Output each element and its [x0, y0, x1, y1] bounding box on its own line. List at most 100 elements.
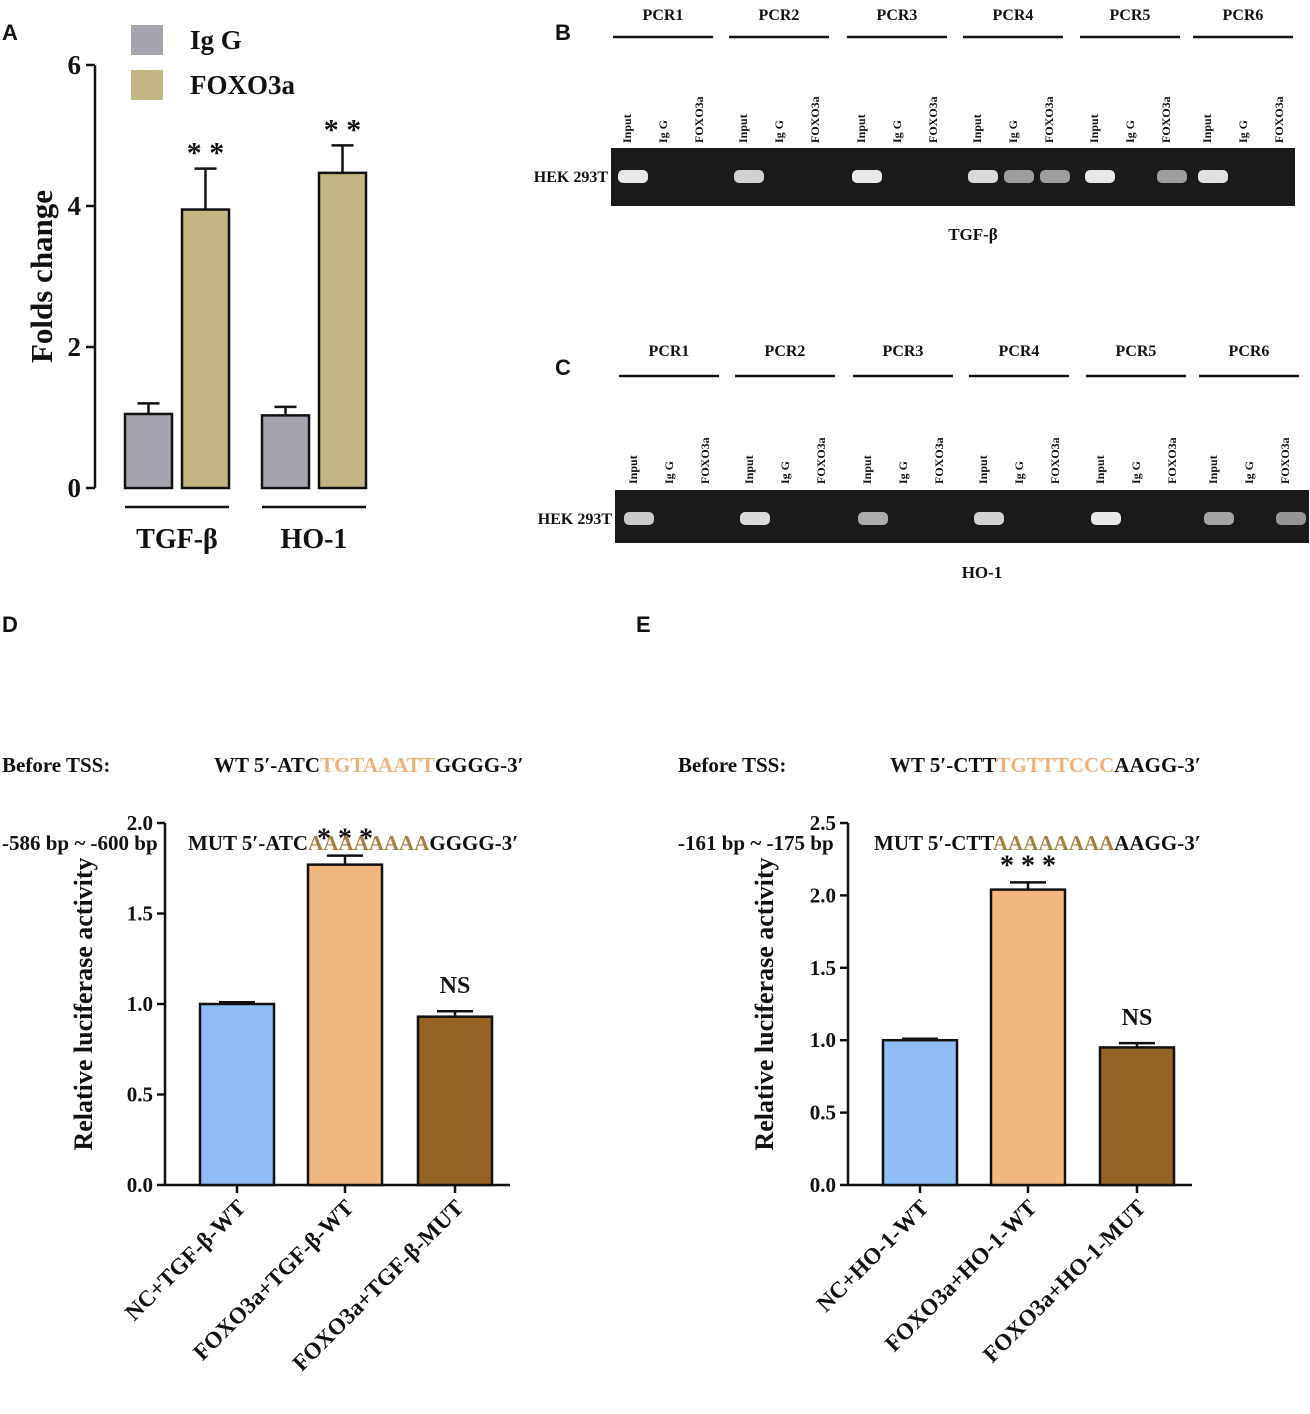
significance-label: NS — [1122, 1005, 1153, 1031]
lane-label: Ig G — [778, 461, 792, 484]
legend-swatch — [131, 70, 163, 100]
lane-label: Ig G — [1236, 120, 1250, 143]
cell-line-label: HEK 293T — [534, 169, 609, 186]
y-tick-label: 1.5 — [127, 902, 153, 926]
mut-sequence: MUT 5′-CTTAAAAAAAAAAGG-3′ — [874, 831, 1201, 855]
gel-band — [1040, 170, 1070, 183]
mut-binding-site: AAAAAAAA — [308, 831, 430, 855]
lane-label: FOXO3a — [698, 437, 712, 484]
lane-label: FOXO3a — [692, 96, 706, 143]
lane-label: Input — [736, 114, 750, 143]
wt-sequence: WT 5′-CTTTGTTTCCCAAGG-3′ — [890, 753, 1201, 777]
lane-label: Ig G — [1129, 461, 1143, 484]
y-tick-label: 6 — [68, 50, 82, 80]
gel-panel-b: PCR1 Input Ig G FOXO3a PCR2 Input Ig G FOXO3a PC… — [534, 7, 1295, 244]
gel-band — [624, 512, 654, 525]
gel-band — [1004, 170, 1034, 183]
significance-label: * * * — [317, 824, 373, 855]
pcr-label: PCR4 — [993, 7, 1034, 24]
y-tick-label: 1.0 — [127, 992, 153, 1016]
bar — [306, 863, 384, 1187]
mut-sequence: MUT 5′-ATCAAAAAAAAGGGG-3′ — [188, 831, 518, 855]
y-tick-label: 2 — [68, 332, 82, 362]
lane-label: FOXO3a — [1042, 96, 1056, 143]
x-category-label: NC+HO-1-WT — [812, 1195, 934, 1317]
legend-label: Ig G — [190, 25, 242, 55]
sequence-block-d: Before TSS: WT 5′-ATCTGTAAATTGGGG-3′ -586… — [2, 700, 524, 908]
wt-binding-site: TGTAAATT — [320, 753, 435, 777]
y-tick-label: 0.0 — [810, 1173, 836, 1197]
gel-band — [734, 170, 764, 183]
tss-label: Before TSS: — [678, 753, 787, 777]
pcr-label: PCR3 — [877, 7, 918, 24]
significance-label: NS — [440, 973, 471, 999]
lane-label: FOXO3a — [808, 96, 822, 143]
lane-label: Input — [860, 455, 874, 484]
gel-band — [1091, 512, 1121, 525]
gel-band — [1204, 512, 1234, 525]
significance-label: * * * — [1000, 850, 1056, 881]
bar — [260, 414, 311, 490]
wt-prefix: WT 5′-ATC — [214, 753, 321, 777]
lane-label: Input — [976, 455, 990, 484]
bar — [881, 1038, 959, 1187]
mut-binding-site: AAAAAAAA — [992, 831, 1115, 855]
lane-label: Input — [1200, 114, 1214, 143]
gel-band — [974, 512, 1004, 525]
tss-label: Before TSS: — [2, 753, 111, 777]
bar — [180, 208, 231, 490]
y-tick-label: 0.5 — [810, 1101, 836, 1125]
x-category-label: HO-1 — [281, 524, 348, 555]
y-tick-label: 0.5 — [127, 1083, 153, 1107]
lane-label: Input — [854, 114, 868, 143]
lane-label: Ig G — [662, 461, 676, 484]
gel-band — [858, 512, 888, 525]
gel-band — [1276, 512, 1306, 525]
y-tick-label: 4 — [68, 191, 82, 221]
pcr-label: PCR1 — [649, 343, 690, 360]
lane-label: Ig G — [1006, 120, 1020, 143]
lane-label: Ig G — [890, 120, 904, 143]
lane-label: Input — [742, 455, 756, 484]
pcr-label: PCR4 — [999, 343, 1040, 360]
lane-label: Input — [620, 114, 634, 143]
mut-prefix: MUT 5′-ATC — [188, 831, 309, 855]
lane-label: Ig G — [896, 461, 910, 484]
x-category-label: TGF-β — [136, 524, 218, 555]
panel-label-e: E — [636, 612, 651, 637]
pcr-label: PCR1 — [643, 7, 684, 24]
y-axis-label: Relative luciferase activity — [750, 857, 779, 1150]
lane-label: Ig G — [656, 120, 670, 143]
gel-caption: HO-1 — [962, 563, 1003, 582]
lane-label: Input — [1093, 455, 1107, 484]
y-tick-label: 2.0 — [127, 811, 153, 835]
lane-label: FOXO3a — [1048, 437, 1062, 484]
bar — [416, 1015, 494, 1187]
pcr-label: PCR3 — [883, 343, 924, 360]
y-tick-label: 0 — [68, 473, 82, 503]
bar — [198, 1002, 276, 1187]
y-axis-label: Folds change — [24, 190, 59, 363]
bar — [123, 412, 174, 490]
gel-panel-c: PCR1 Input Ig G FOXO3a PCR2 Input Ig G FOXO3a PC… — [538, 343, 1309, 582]
pcr-label: PCR5 — [1110, 7, 1151, 24]
gel-band — [852, 170, 882, 183]
mut-suffix: GGGG-3′ — [429, 831, 519, 855]
lane-label: Input — [1087, 114, 1101, 143]
lane-label: Ig G — [772, 120, 786, 143]
lane-label: FOXO3a — [932, 437, 946, 484]
pcr-label: PCR2 — [765, 343, 806, 360]
mut-prefix: MUT 5′-CTT — [874, 831, 993, 855]
mut-suffix: AAGG-3′ — [1114, 831, 1201, 855]
y-tick-label: 2.0 — [810, 883, 836, 907]
y-tick-label: 1.0 — [810, 1028, 836, 1052]
lane-label: FOXO3a — [814, 437, 828, 484]
lane-label: FOXO3a — [926, 96, 940, 143]
pcr-label: PCR5 — [1116, 343, 1157, 360]
wt-suffix: GGGG-3′ — [434, 753, 524, 777]
lane-label: FOXO3a — [1159, 96, 1173, 143]
significance-label: * * — [324, 113, 362, 146]
lane-label: Ig G — [1242, 461, 1256, 484]
